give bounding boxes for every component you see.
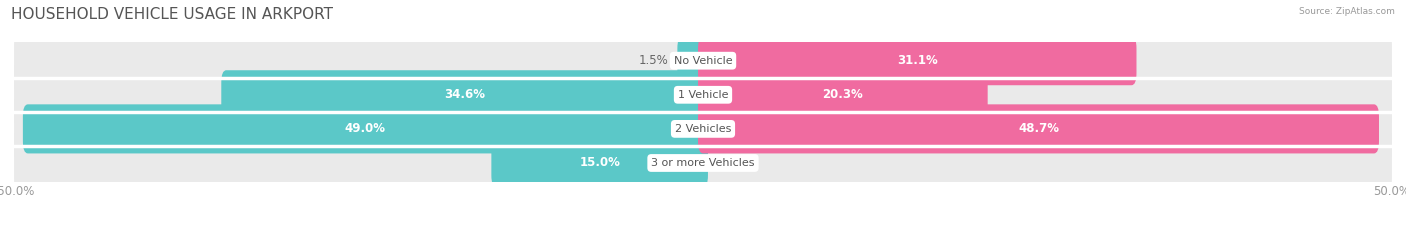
FancyBboxPatch shape [14, 46, 1392, 144]
Text: 1.5%: 1.5% [638, 54, 669, 67]
Text: 3 or more Vehicles: 3 or more Vehicles [651, 158, 755, 168]
Text: Source: ZipAtlas.com: Source: ZipAtlas.com [1299, 7, 1395, 16]
FancyBboxPatch shape [14, 80, 1392, 178]
FancyBboxPatch shape [221, 70, 709, 119]
FancyBboxPatch shape [678, 36, 709, 85]
FancyBboxPatch shape [491, 138, 709, 188]
Text: 0.0%: 0.0% [717, 157, 747, 169]
Text: 31.1%: 31.1% [897, 54, 938, 67]
Text: HOUSEHOLD VEHICLE USAGE IN ARKPORT: HOUSEHOLD VEHICLE USAGE IN ARKPORT [11, 7, 333, 22]
Text: 34.6%: 34.6% [444, 88, 485, 101]
Text: 49.0%: 49.0% [344, 122, 385, 135]
FancyBboxPatch shape [22, 104, 709, 154]
FancyBboxPatch shape [14, 12, 1392, 110]
FancyBboxPatch shape [14, 114, 1392, 212]
Text: 48.7%: 48.7% [1018, 122, 1059, 135]
FancyBboxPatch shape [697, 36, 1136, 85]
Text: 15.0%: 15.0% [579, 157, 620, 169]
Text: 2 Vehicles: 2 Vehicles [675, 124, 731, 134]
Text: 20.3%: 20.3% [823, 88, 863, 101]
Text: No Vehicle: No Vehicle [673, 56, 733, 66]
Text: 1 Vehicle: 1 Vehicle [678, 90, 728, 100]
FancyBboxPatch shape [697, 104, 1379, 154]
FancyBboxPatch shape [697, 70, 987, 119]
